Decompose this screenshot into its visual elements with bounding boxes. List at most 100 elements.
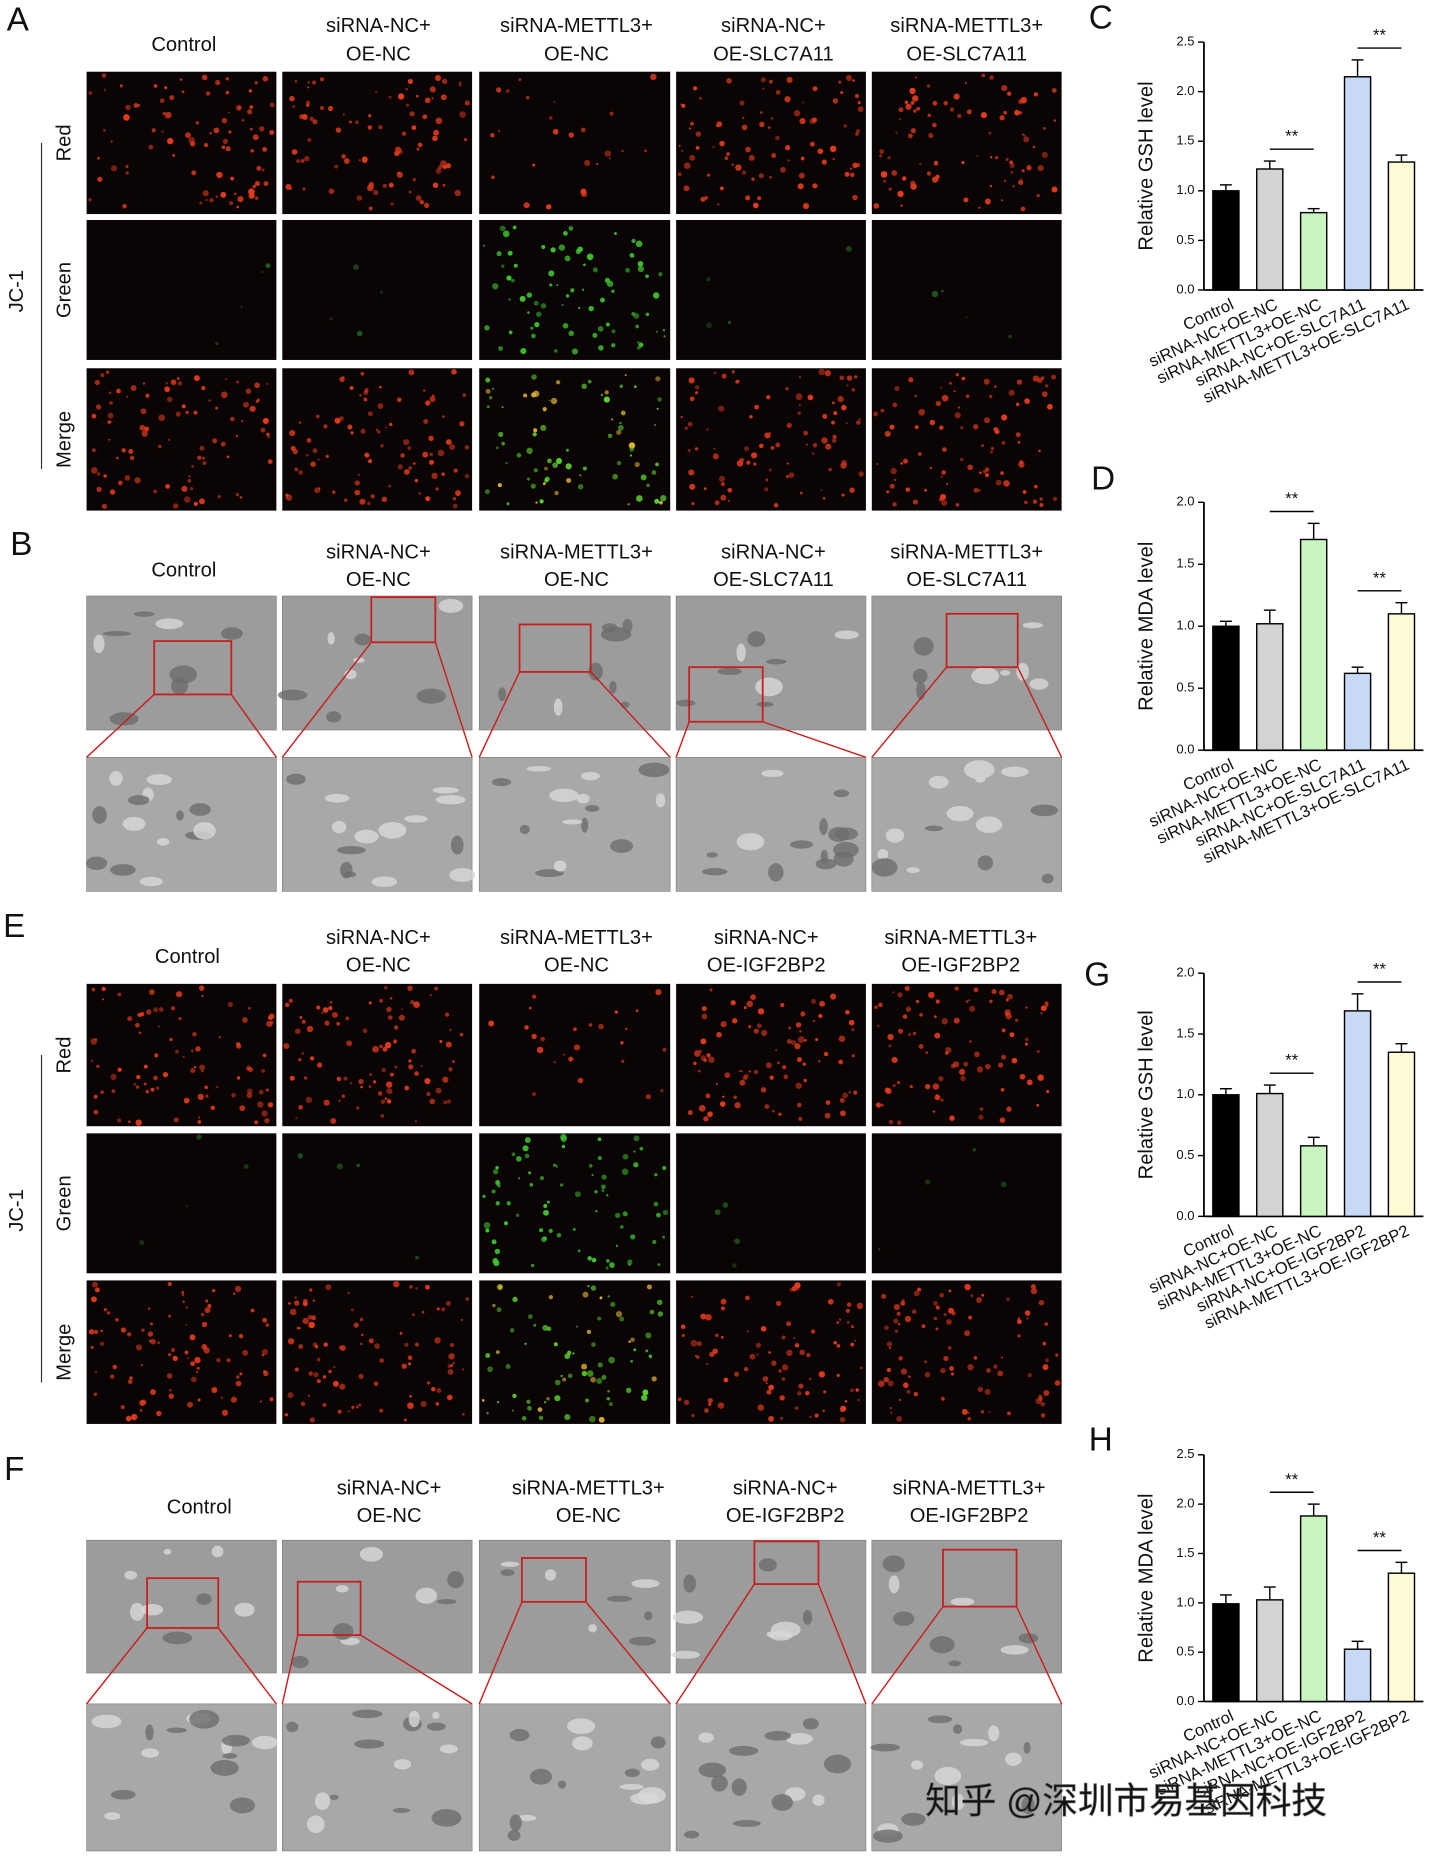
cell-dot — [172, 154, 175, 157]
cell-dot — [397, 93, 405, 100]
em-structure — [109, 712, 139, 726]
cell-dot — [683, 185, 690, 192]
cell-dot — [167, 1353, 172, 1357]
em-structure — [736, 833, 765, 851]
em-structure — [786, 1733, 813, 1745]
em-structure — [102, 631, 132, 637]
cell-dot — [779, 1395, 785, 1401]
em-structure — [683, 1574, 696, 1593]
cell-dot — [894, 1329, 899, 1333]
cell-dot — [139, 1409, 143, 1412]
cell-dot — [552, 462, 558, 469]
cell-dot — [158, 444, 162, 449]
cell-dot — [607, 433, 613, 439]
cell-dot — [601, 1189, 605, 1193]
cell-dot — [989, 75, 994, 80]
em-structure — [761, 769, 784, 778]
cell-dot — [597, 326, 604, 332]
cell-dot — [91, 1281, 98, 1288]
cell-dot — [898, 118, 901, 121]
panel-label: C — [1089, 0, 1113, 36]
em-structure — [672, 1610, 704, 1624]
cell-dot — [445, 1041, 452, 1048]
cell-dot — [441, 1307, 446, 1312]
cell-dot — [633, 1162, 639, 1168]
cell-dot — [924, 1083, 931, 1090]
cell-dot — [781, 1377, 786, 1381]
cell-dot — [320, 77, 325, 82]
em-structure — [553, 860, 567, 872]
bar — [1299, 211, 1328, 291]
cell-dot — [415, 1287, 418, 1290]
cell-dot — [587, 1284, 590, 1288]
cell-dot — [307, 86, 310, 89]
cell-dot — [379, 998, 384, 1003]
cell-dot — [973, 424, 979, 430]
cell-dot — [621, 1059, 625, 1063]
cell-dot — [824, 1112, 831, 1119]
cell-dot — [941, 470, 946, 475]
cell-dot — [734, 1102, 741, 1109]
cell-dot — [459, 81, 462, 85]
cell-dot — [336, 1076, 342, 1082]
cell-dot — [1017, 440, 1021, 444]
cell-dot — [170, 379, 177, 386]
em-structure — [435, 795, 466, 805]
cell-dot — [888, 187, 892, 191]
cell-dot — [506, 1201, 511, 1206]
cell-dot — [972, 1147, 977, 1152]
zoom-line — [871, 1606, 944, 1705]
panel-label: G — [1084, 957, 1110, 994]
column-header: OE-NC — [346, 43, 411, 65]
cell-dot — [694, 447, 699, 451]
cell-dot — [464, 100, 470, 106]
em-structure — [500, 1561, 520, 1567]
cell-dot — [190, 1049, 194, 1053]
bar — [1256, 1599, 1284, 1703]
cell-dot — [154, 1053, 159, 1058]
cell-dot — [190, 1068, 196, 1074]
cell-dot — [662, 329, 666, 332]
cell-dot — [409, 1395, 412, 1398]
cell-dot — [683, 1399, 690, 1405]
cell-dot — [905, 487, 911, 492]
cell-dot — [429, 459, 435, 465]
cell-dot — [597, 1155, 602, 1161]
significance-label: ** — [1373, 26, 1386, 45]
cell-dot — [929, 419, 936, 426]
em-structure — [812, 1794, 825, 1806]
cell-dot — [182, 1055, 185, 1059]
cell-dot — [715, 1333, 719, 1337]
cell-dot — [552, 1163, 557, 1167]
cell-dot — [935, 1305, 940, 1310]
bar — [1212, 190, 1240, 291]
cell-dot — [150, 1389, 156, 1396]
cell-dot — [408, 1362, 412, 1366]
cell-dot — [824, 369, 832, 377]
cell-dot — [700, 1313, 707, 1320]
cell-dot — [619, 421, 622, 425]
em-structure — [959, 1738, 989, 1747]
cell-dot — [269, 102, 275, 108]
row-label: Red — [54, 1037, 76, 1074]
cell-dot — [526, 1399, 531, 1404]
cell-dot — [838, 1035, 846, 1043]
cell-dot — [179, 78, 183, 81]
zoom-box — [296, 1580, 362, 1636]
cell-dot — [201, 74, 208, 81]
cell-dot — [491, 175, 495, 180]
cell-dot — [187, 1357, 190, 1360]
cell-dot — [411, 125, 417, 131]
cell-dot — [606, 1194, 609, 1197]
cell-dot — [459, 421, 465, 427]
em-image — [871, 595, 1062, 731]
em-structure — [912, 668, 928, 684]
cell-dot — [929, 466, 932, 470]
cell-dot — [624, 374, 627, 377]
cell-dot — [946, 482, 949, 485]
cell-dot — [374, 1343, 380, 1349]
cell-dot — [397, 397, 402, 403]
em-structure — [93, 634, 105, 654]
cell-dot — [207, 1304, 212, 1309]
cell-dot — [546, 1200, 550, 1204]
